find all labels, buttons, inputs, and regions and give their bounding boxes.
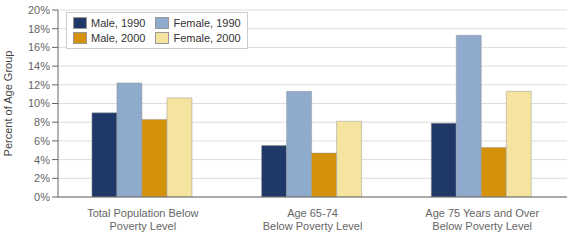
svg-text:10%: 10% (28, 97, 50, 109)
svg-text:12%: 12% (28, 79, 50, 91)
svg-text:Age 65-74Below Poverty Level: Age 65-74Below Poverty Level (263, 207, 363, 232)
svg-text:Age 75 Years and OverBelow Pov: Age 75 Years and OverBelow Poverty Level (425, 207, 539, 232)
svg-text:Percent of Age Group: Percent of Age Group (8, 51, 14, 157)
svg-text:18%: 18% (28, 23, 50, 35)
svg-text:16%: 16% (28, 41, 50, 53)
svg-text:Total Population BelowPoverty: Total Population BelowPoverty Level (87, 207, 198, 232)
html-text:Male, 2000: Male, 2000 (91, 32, 146, 44)
svg-text:4%: 4% (34, 154, 50, 166)
svg-text:8%: 8% (34, 116, 50, 128)
svg-text:14%: 14% (28, 60, 50, 72)
svg-text:2%: 2% (34, 172, 50, 184)
html-text:Male, 1990: Male, 1990 (91, 17, 146, 29)
svg-text:6%: 6% (34, 135, 50, 147)
html-text:Female, 1990: Female, 1990 (173, 17, 241, 29)
svg-text:0%: 0% (34, 191, 50, 203)
html-text:Female, 2000: Female, 2000 (173, 32, 241, 44)
svg-text:20%: 20% (28, 4, 50, 16)
